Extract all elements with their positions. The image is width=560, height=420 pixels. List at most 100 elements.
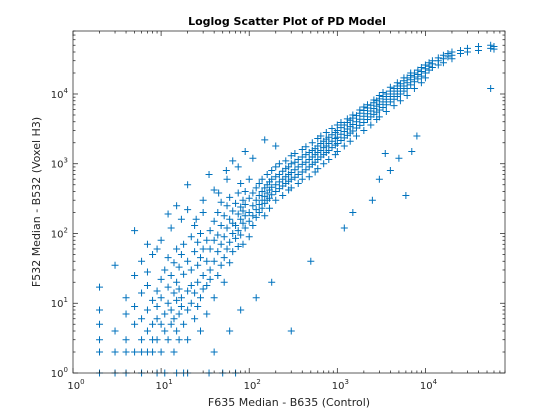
data-point (490, 42, 498, 50)
data-point (164, 283, 172, 291)
data-point (173, 327, 181, 335)
data-point (157, 294, 165, 302)
data-point (245, 217, 253, 225)
data-point (96, 283, 104, 291)
data-point (203, 257, 211, 265)
data-point (298, 160, 306, 168)
data-point (214, 248, 222, 256)
data-point (184, 306, 192, 314)
data-point (349, 208, 357, 216)
data-point (187, 281, 195, 289)
data-point (157, 320, 165, 328)
data-point (261, 136, 269, 144)
data-point (298, 153, 306, 161)
data-point (149, 296, 157, 304)
data-point (131, 271, 139, 279)
data-point (386, 98, 394, 106)
tick-label: 101 (156, 378, 173, 392)
data-point (298, 168, 306, 176)
data-point (252, 184, 260, 192)
data-point (255, 192, 263, 200)
data-point (217, 222, 225, 230)
data-point (322, 129, 330, 137)
data-point (239, 207, 247, 215)
data-point (170, 289, 178, 297)
data-point (184, 336, 192, 344)
data-point (390, 102, 398, 110)
data-point (294, 156, 302, 164)
data-point (268, 167, 276, 175)
data-point (210, 217, 218, 225)
x-axis-label: F635 Median - B635 (Control) (208, 396, 370, 409)
data-point (370, 96, 378, 104)
data-point (237, 180, 245, 188)
axes-frame (72, 30, 506, 374)
data-point (197, 229, 205, 237)
data-point (191, 315, 199, 323)
data-point (255, 208, 263, 216)
data-point (153, 302, 161, 310)
data-point (474, 47, 482, 55)
data-point (414, 75, 422, 83)
data-point (410, 84, 418, 92)
data-point (294, 180, 302, 188)
data-point (249, 189, 257, 197)
data-point (239, 219, 247, 227)
data-point (328, 125, 336, 133)
data-point (395, 154, 403, 162)
data-point (157, 275, 165, 283)
data-point (448, 55, 456, 63)
data-point (356, 106, 364, 114)
data-point (138, 336, 146, 344)
data-point (360, 119, 368, 127)
data-point (191, 248, 199, 256)
data-point (232, 222, 240, 230)
data-point (356, 115, 364, 123)
data-point (417, 72, 425, 80)
data-point (308, 139, 316, 147)
data-point (111, 348, 119, 356)
data-point (223, 202, 231, 210)
data-point (164, 210, 172, 218)
data-point (197, 294, 205, 302)
data-point (403, 84, 411, 92)
data-point (153, 287, 161, 295)
data-point (206, 245, 214, 253)
data-point (210, 236, 218, 244)
data-point (349, 121, 357, 129)
data-point (226, 215, 234, 223)
data-point (143, 268, 151, 276)
data-point (287, 175, 295, 183)
data-point (234, 189, 242, 197)
data-point (266, 194, 274, 202)
tick-label: 100 (51, 366, 68, 380)
data-point (153, 245, 161, 253)
data-point (194, 302, 202, 310)
data-point (272, 196, 280, 204)
data-point (226, 193, 234, 201)
tick-label: 102 (51, 226, 68, 240)
data-point (111, 327, 119, 335)
data-point (173, 202, 181, 210)
data-point (302, 143, 310, 151)
data-point (287, 327, 295, 335)
data-point (241, 147, 249, 155)
data-point (149, 250, 157, 258)
data-point (143, 306, 151, 314)
data-point (177, 294, 185, 302)
data-point (340, 224, 348, 232)
data-point (241, 188, 249, 196)
data-point (245, 175, 253, 183)
data-point (149, 348, 157, 356)
data-point (229, 157, 237, 165)
data-point (408, 147, 416, 155)
data-point (287, 152, 295, 160)
data-point (252, 294, 260, 302)
data-point (161, 266, 169, 274)
data-point (229, 207, 237, 215)
data-point (138, 348, 146, 356)
data-point (157, 348, 165, 356)
data-point (197, 327, 205, 335)
data-point (111, 261, 119, 269)
data-point (410, 78, 418, 86)
